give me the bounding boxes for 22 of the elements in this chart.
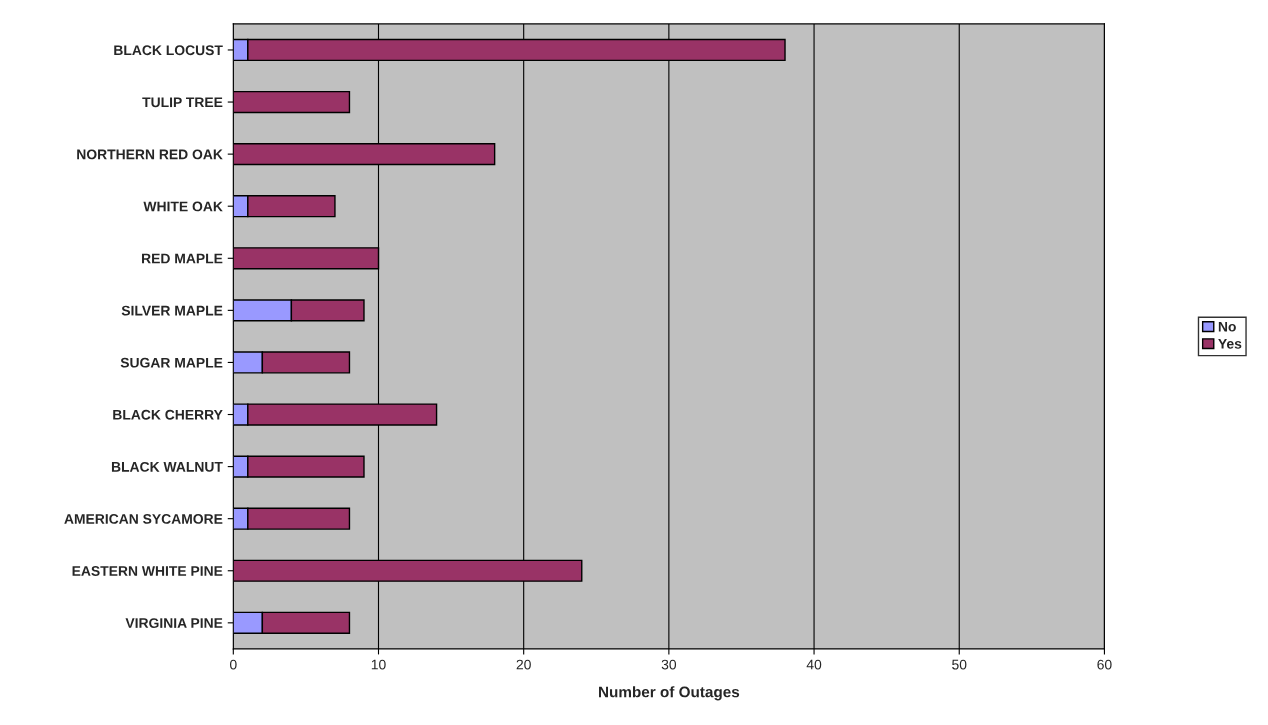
legend-label: Yes bbox=[1218, 338, 1242, 349]
y-tick-label: WHITE OAK bbox=[143, 201, 223, 212]
y-tick-label: SUGAR MAPLE bbox=[120, 357, 223, 368]
y-tick-label: BLACK LOCUST bbox=[114, 45, 223, 56]
y-tick-label: VIRGINIA PINE bbox=[125, 618, 223, 628]
y-tick-label: RED MAPLE bbox=[142, 253, 223, 264]
x-tick-label: 10 bbox=[371, 659, 386, 670]
y-tick-label: BLACK CHERRY bbox=[113, 409, 223, 420]
x-tick-label: 20 bbox=[516, 659, 531, 670]
y-tick-label: SILVER MAPLE bbox=[121, 305, 223, 316]
y-tick-label: BLACK WALNUT bbox=[111, 461, 223, 472]
x-tick-label: 40 bbox=[806, 659, 822, 670]
y-tick-label: EASTERN WHITE PINE bbox=[72, 566, 223, 576]
x-tick-label: 50 bbox=[952, 659, 967, 670]
x-tick-label: 30 bbox=[661, 659, 677, 670]
x-axis-title: Number of Outages bbox=[599, 686, 740, 701]
x-tick-label: 60 bbox=[1097, 659, 1112, 670]
legend-label: No bbox=[1218, 321, 1236, 332]
x-tick-label: 0 bbox=[229, 659, 237, 670]
y-tick-label: AMERICAN SYCAMORE bbox=[64, 514, 223, 524]
y-tick-label: TULIP TREE bbox=[142, 97, 223, 108]
y-tick-label: NORTHERN RED OAK bbox=[77, 149, 223, 160]
